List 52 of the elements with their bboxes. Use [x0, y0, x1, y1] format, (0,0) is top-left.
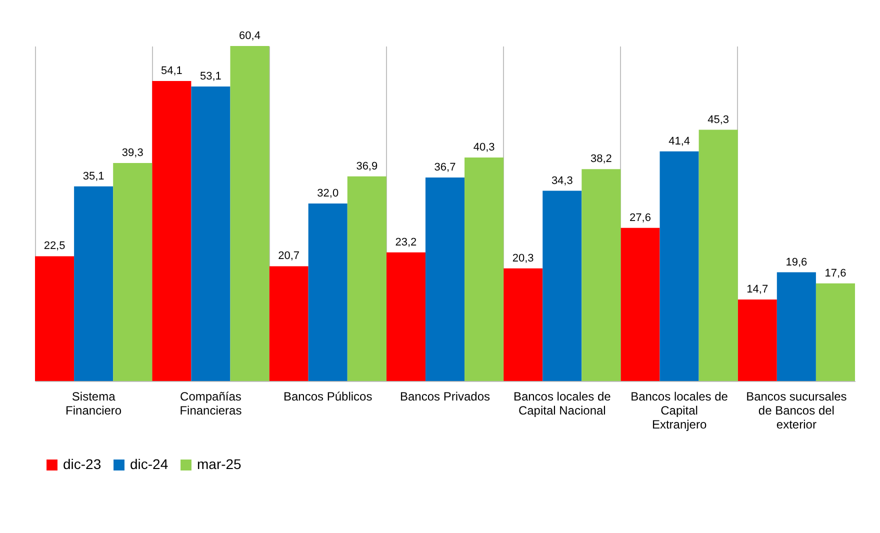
bar [504, 268, 543, 381]
data-label: 36,9 [356, 160, 378, 172]
x-tick-label: Bancos sucursales de Bancos del exterior [746, 390, 847, 432]
data-label: 22,5 [44, 240, 66, 252]
bar [776, 272, 816, 381]
bar [464, 157, 504, 381]
legend-label: dic-23 [63, 456, 102, 472]
x-tick-label: Sistema Financiero [66, 390, 122, 418]
x-tick-label: Bancos locales de Capital Extranjero [630, 390, 728, 432]
data-label: 32,0 [317, 188, 339, 200]
bar [152, 80, 192, 381]
bar [74, 186, 114, 381]
x-tick-label: Bancos locales de Capital Nacional [513, 390, 612, 418]
bar [425, 177, 465, 381]
data-label: 35,1 [82, 170, 104, 182]
bar [113, 163, 152, 381]
bar [816, 283, 855, 381]
x-tick-label: Compañías Financieras [180, 390, 242, 418]
bar [35, 256, 74, 381]
bar [308, 204, 348, 381]
data-label: 38,2 [590, 153, 612, 166]
data-label: 54,1 [160, 64, 182, 77]
bar [347, 176, 386, 381]
x-tick-label: Bancos Privados [400, 390, 490, 404]
bar [698, 130, 738, 381]
bar [660, 151, 699, 381]
bar [582, 169, 621, 381]
x-tick-label: Bancos Públicos [284, 390, 372, 404]
bar [386, 252, 426, 381]
data-label: 17,6 [824, 267, 846, 280]
bar [191, 86, 230, 381]
data-label: 19,6 [786, 256, 808, 268]
bar [738, 299, 777, 381]
bar [542, 190, 582, 381]
data-label: 36,7 [434, 161, 456, 174]
data-label: 34,3 [551, 174, 573, 187]
data-label: 20,7 [278, 250, 300, 262]
data-label: 39,3 [122, 147, 144, 160]
data-label: 60,4 [239, 30, 260, 42]
data-label: 40,3 [473, 141, 495, 154]
data-label: 27,6 [630, 212, 651, 224]
data-label: 45,3 [708, 114, 730, 126]
data-label: 20,3 [512, 252, 534, 264]
data-label: 41,4 [668, 135, 690, 148]
data-label: 23,2 [395, 236, 417, 248]
data-label: 14,7 [746, 283, 768, 296]
bar [230, 46, 270, 381]
legend-label: dic-24 [130, 456, 168, 472]
bar [269, 266, 308, 381]
data-label: 53,1 [200, 70, 222, 82]
bar [620, 228, 660, 381]
legend-label: mar-25 [197, 456, 242, 472]
